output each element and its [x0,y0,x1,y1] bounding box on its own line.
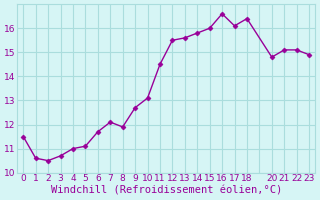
X-axis label: Windchill (Refroidissement éolien,°C): Windchill (Refroidissement éolien,°C) [51,186,282,196]
